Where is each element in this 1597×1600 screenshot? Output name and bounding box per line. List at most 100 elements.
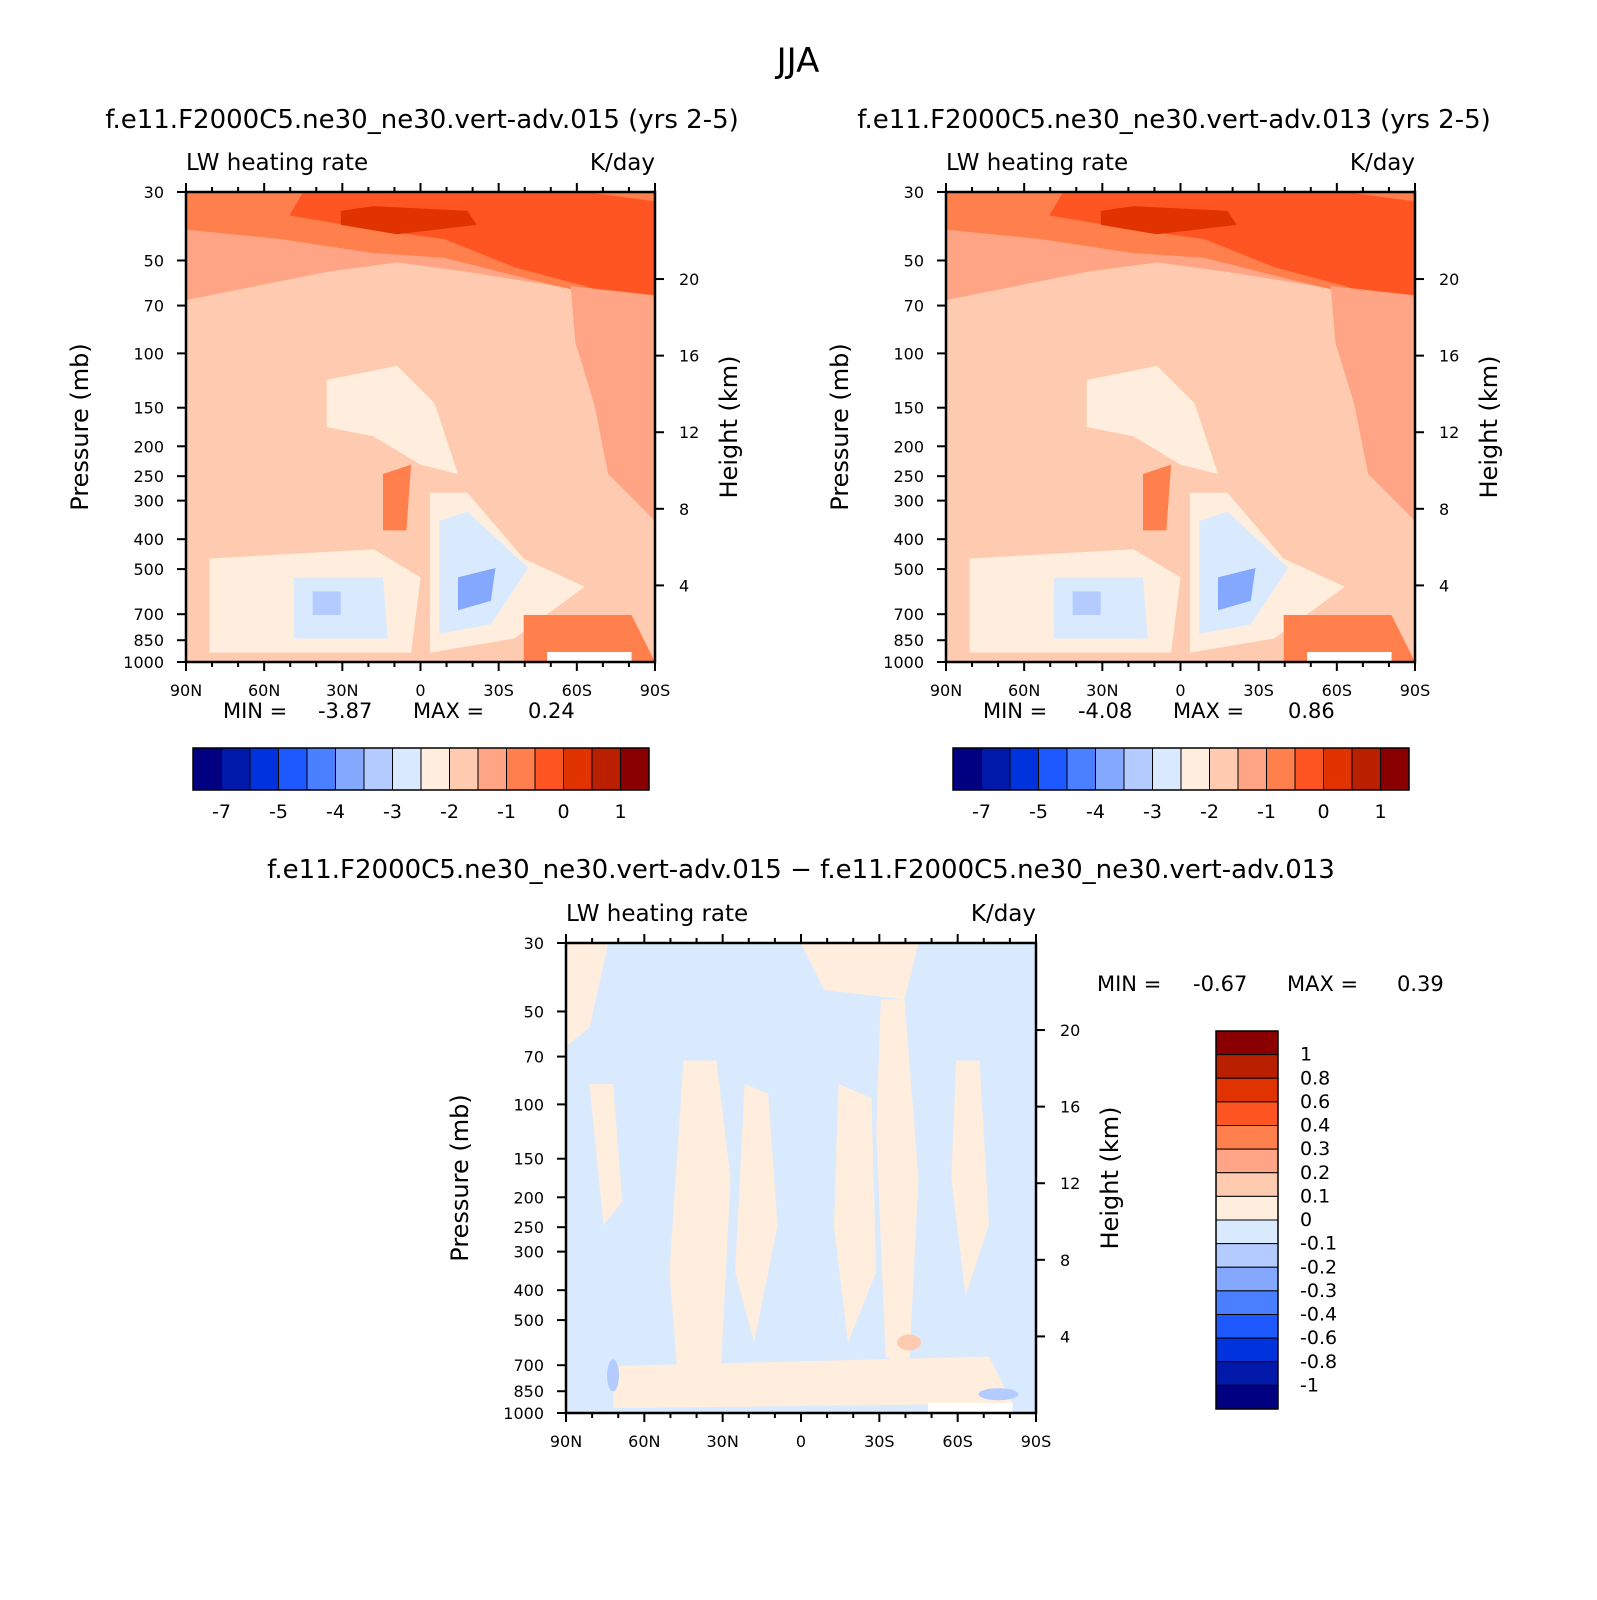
field-eq-warm	[1143, 464, 1172, 531]
field-positive-region	[876, 999, 919, 1366]
colorbar-swatch	[1215, 1172, 1279, 1197]
y-tick-label: 1000	[503, 1404, 544, 1423]
y-tick-label: 700	[513, 1356, 544, 1375]
field-neg-feature	[978, 1388, 1019, 1401]
colorbar-swatch	[420, 747, 450, 791]
colorbar-label: -4	[326, 801, 345, 823]
y2-tick-label: 8	[679, 500, 689, 519]
y-tick-label: 200	[893, 437, 924, 456]
y-axis-label: Pressure (mb)	[826, 343, 854, 510]
units-label: K/day	[590, 150, 655, 176]
y-tick-label: 30	[144, 183, 164, 202]
field-mid-neutral	[1086, 365, 1218, 474]
y-tick-label: 150	[893, 399, 924, 418]
colorbar-swatch	[1180, 747, 1210, 791]
y-tick-label: 30	[524, 934, 544, 953]
y-tick-label: 70	[524, 1048, 544, 1067]
field-pos-feature	[897, 1334, 922, 1351]
field-eq-warm	[383, 464, 412, 531]
colorbar-swatch	[534, 747, 564, 791]
y-tick-label: 250	[133, 467, 164, 486]
y2-tick-label: 4	[1060, 1327, 1070, 1346]
colorbar-swatch	[1009, 747, 1039, 791]
colorbar-swatch	[1215, 1337, 1279, 1363]
y-tick-label: 50	[524, 1002, 544, 1021]
colorbar-swatch	[952, 747, 982, 791]
x-tick-label: 60N	[628, 1432, 660, 1451]
colorbar-label: -4	[1086, 801, 1105, 823]
colorbar-swatch	[1215, 1384, 1279, 1410]
colorbar-label: 0.2	[1300, 1162, 1330, 1184]
y2-axis-label: Height (km)	[715, 356, 743, 499]
y2-tick-label: 12	[679, 423, 699, 442]
colorbar-label: -5	[1029, 801, 1048, 823]
colorbar-swatch	[1215, 1077, 1279, 1103]
missing-data-patch	[927, 1403, 1013, 1413]
colorbar-swatch	[306, 747, 336, 791]
x-tick-label: 30S	[864, 1432, 895, 1451]
min-label: MIN =	[223, 699, 287, 723]
colorbar-swatch	[1215, 1361, 1279, 1386]
colorbar-label: -0.8	[1300, 1351, 1337, 1373]
y-tick-label: 150	[133, 399, 164, 418]
field-surface-warm-s	[523, 615, 655, 662]
field-lower-min	[458, 568, 496, 611]
colorbar-label: -7	[212, 801, 231, 823]
y-tick-label: 850	[513, 1382, 544, 1401]
y-tick-label: 1000	[883, 653, 924, 672]
colorbar-label: -7	[972, 801, 991, 823]
colorbar-label: -5	[269, 801, 288, 823]
x-tick-label: 90N	[930, 681, 962, 700]
colorbar-label: -1	[1300, 1374, 1319, 1396]
colorbar-label: -1	[1257, 801, 1276, 823]
y-tick-label: 500	[513, 1311, 544, 1330]
y-tick-label: 100	[513, 1095, 544, 1114]
y2-tick-label: 12	[1060, 1174, 1080, 1193]
field-positive-region	[735, 1084, 778, 1343]
panel-title: f.e11.F2000C5.ne30_ne30.vert-adv.015 − f…	[267, 855, 1335, 885]
colorbar-swatch	[278, 747, 308, 791]
colorbar-swatch	[221, 747, 251, 791]
field-positive-region	[801, 943, 919, 1000]
colorbar-label: -0.4	[1300, 1304, 1337, 1326]
y-tick-label: 200	[133, 437, 164, 456]
field-positive-region	[669, 1060, 731, 1390]
colorbar-swatch	[1294, 747, 1324, 791]
colorbar-swatch	[363, 747, 393, 791]
field-top-peak	[340, 206, 477, 235]
x-tick-label: 60S	[1322, 681, 1353, 700]
x-tick-label: 0	[415, 681, 425, 700]
y2-tick-label: 4	[679, 576, 689, 595]
panel-difference: f.e11.F2000C5.ne30_ne30.vert-adv.015 − f…	[267, 855, 1444, 1451]
colorbar-swatch	[1237, 747, 1267, 791]
colorbar-frame	[1215, 1030, 1279, 1410]
colorbar-label: -0.2	[1300, 1256, 1337, 1278]
field-positive-region	[951, 1060, 989, 1296]
y-tick-label: 70	[904, 297, 924, 316]
y-tick-label: 400	[513, 1281, 544, 1300]
colorbar-label: 0.6	[1300, 1091, 1330, 1113]
colorbar-label: 1	[1374, 801, 1386, 823]
y-tick-label: 500	[133, 560, 164, 579]
y-tick-label: 250	[513, 1218, 544, 1237]
colorbar-label: -1	[497, 801, 516, 823]
colorbar-swatch	[1215, 1243, 1279, 1268]
colorbar-swatch	[477, 747, 507, 791]
x-tick-label: 90N	[170, 681, 202, 700]
min-label: MIN =	[1097, 972, 1161, 996]
colorbar-label: -3	[1143, 801, 1162, 823]
colorbar-swatch	[1215, 1314, 1279, 1339]
y2-tick-label: 20	[679, 270, 699, 289]
y-tick-label: 850	[133, 631, 164, 650]
x-tick-label: 90S	[640, 681, 671, 700]
x-tick-label: 30S	[483, 681, 514, 700]
colorbar-frame	[192, 747, 650, 791]
colorbar-swatch	[392, 747, 422, 791]
field-south-tongue	[1330, 286, 1415, 521]
y-tick-label: 50	[144, 251, 164, 270]
colorbar-swatch	[1215, 1290, 1279, 1315]
colorbar: -7 -5 -4 -3 -2 -1 0 1	[192, 747, 650, 823]
field-surface-warm-s	[1283, 615, 1415, 662]
y-tick-label: 70	[144, 297, 164, 316]
colorbar-swatch	[1380, 747, 1410, 791]
